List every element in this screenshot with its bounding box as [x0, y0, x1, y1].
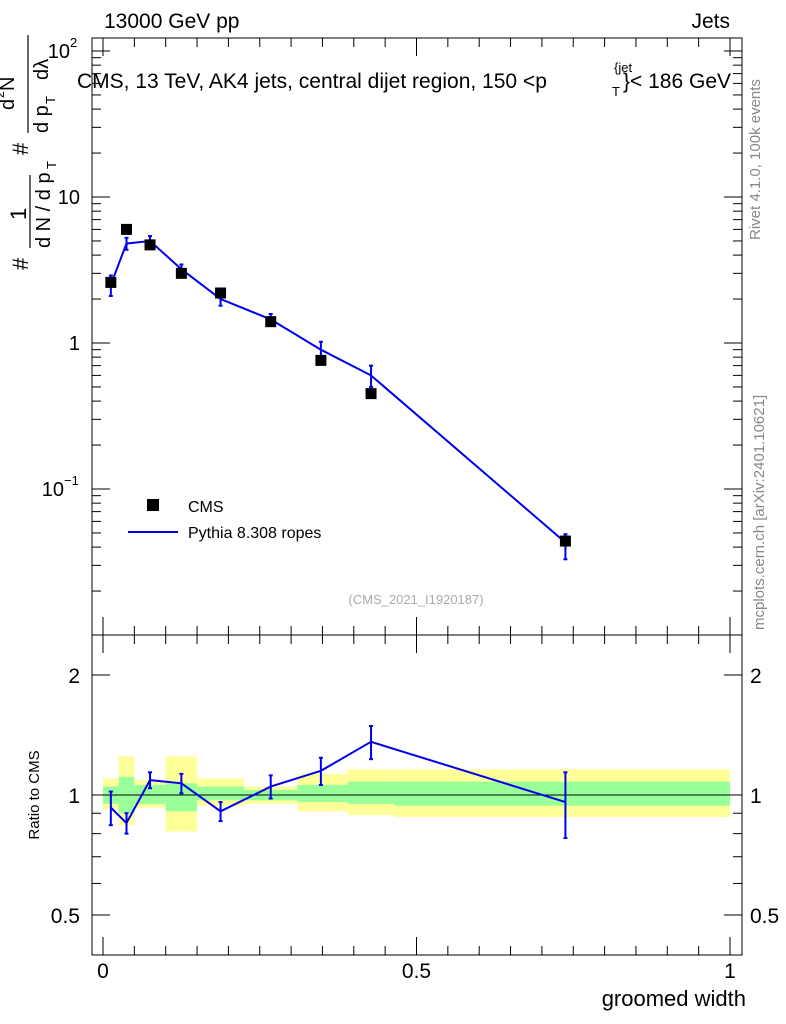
ylabel-d2: d: [0, 99, 19, 110]
category-label: Jets: [691, 10, 730, 33]
ratio-mc-series: [108, 724, 568, 840]
main-y-tick-label: 1: [69, 333, 80, 355]
tick-exponent: −1: [64, 473, 79, 488]
legend-mc-label: Pythia 8.308 ropes: [188, 525, 321, 542]
ylabel-dpt: d p: [31, 105, 53, 133]
ratio-y-tick-label-right: 0.5: [750, 905, 779, 928]
ylabel-sub-t-1: T: [44, 161, 59, 169]
ratio-y-tick-label-left: 0.5: [51, 905, 80, 928]
plot-title-tail: }< 186 GeV: [623, 70, 731, 93]
ratio-y-tick-label-left: 2: [68, 665, 80, 688]
mc-series: [108, 235, 568, 561]
ylabel-hash-1: #: [8, 257, 33, 270]
ylabel-n: N: [0, 77, 19, 91]
ratio-stat-uncertainty-band: [197, 786, 245, 801]
cms-data-series: [105, 223, 571, 547]
tick-base: 10: [58, 187, 80, 209]
cms-data-point: [265, 316, 277, 328]
plot-title-text: CMS, 13 TeV, AK4 jets, central dijet reg…: [77, 70, 547, 93]
ratio-stat-uncertainty-band: [134, 784, 166, 804]
main-y-tick-label: 10: [58, 187, 80, 209]
x-tick-label: 1: [724, 960, 736, 983]
cms-data-point: [121, 223, 133, 235]
legend-cms-label: CMS: [188, 499, 224, 516]
main-y-tick-label: 10 −1: [42, 473, 79, 501]
ratio-stat-uncertainty-band: [347, 781, 395, 804]
legend-cms-marker: [147, 499, 159, 511]
main-plot-frame: [91, 37, 743, 636]
main-plot-title: CMS, 13 TeV, AK4 jets, central dijet reg…: [77, 60, 731, 99]
x-tick-labels: 0 0.5 1: [97, 960, 736, 983]
cms-data-point: [559, 535, 571, 547]
tick-exponent: 2: [70, 35, 77, 50]
ylabel-one: 1: [6, 208, 31, 220]
rivet-version-label: Rivet 4.1.0, 100k events: [747, 79, 764, 240]
x-axis-label: groomed width: [602, 986, 746, 1011]
cms-data-point: [215, 287, 227, 299]
cms-data-point: [175, 267, 187, 279]
plot-title-subscript: T: [612, 84, 620, 99]
plot-title-superscript: {jet: [614, 60, 632, 75]
ylabel-hash-2: #: [8, 142, 33, 155]
legend: CMS Pythia 8.308 ropes: [128, 499, 321, 542]
ylabel-sub-t-2: T: [43, 96, 58, 104]
analysis-watermark: (CMS_2021_I1920187): [348, 592, 483, 607]
ratio-y-tick-label-left: 1: [68, 785, 80, 808]
main-y-ticks: [92, 38, 742, 636]
tick-base: 10: [42, 479, 64, 501]
tick-base: 1: [69, 333, 80, 355]
tick-base: 10: [48, 41, 70, 63]
ylabel-dlambda: dλ: [31, 59, 53, 80]
mc-line: [109, 239, 567, 544]
cms-data-point: [144, 239, 156, 251]
main-y-axis-label: # 1 d N / d p T # d 2 N d p T dλ: [0, 35, 59, 270]
ratio-y-axis-label: Ratio to CMS: [26, 750, 43, 839]
ratio-y-tick-label-right: 1: [750, 785, 762, 808]
cms-data-point: [365, 388, 377, 400]
energy-label: 13000 GeV pp: [104, 10, 239, 33]
ratio-y-tick-labels: 0.5 0.5 1 1 2 2: [51, 665, 779, 928]
cms-data-point: [105, 276, 117, 288]
main-y-tick-label: 10 2: [48, 35, 77, 63]
ylabel-sup-2: 2: [0, 91, 7, 98]
cms-data-point: [315, 354, 327, 366]
ratio-ticks: [92, 635, 742, 955]
ratio-stat-uncertainty-band: [297, 784, 348, 803]
x-tick-label: 0: [97, 960, 109, 983]
mcplots-label: mcplots.cern.ch [arXiv:2401.10621]: [751, 395, 768, 630]
x-tick-label: 0.5: [402, 960, 431, 983]
ratio-y-tick-label-right: 2: [750, 665, 762, 688]
ylabel-dn-dpt: d N / d p: [33, 172, 55, 248]
